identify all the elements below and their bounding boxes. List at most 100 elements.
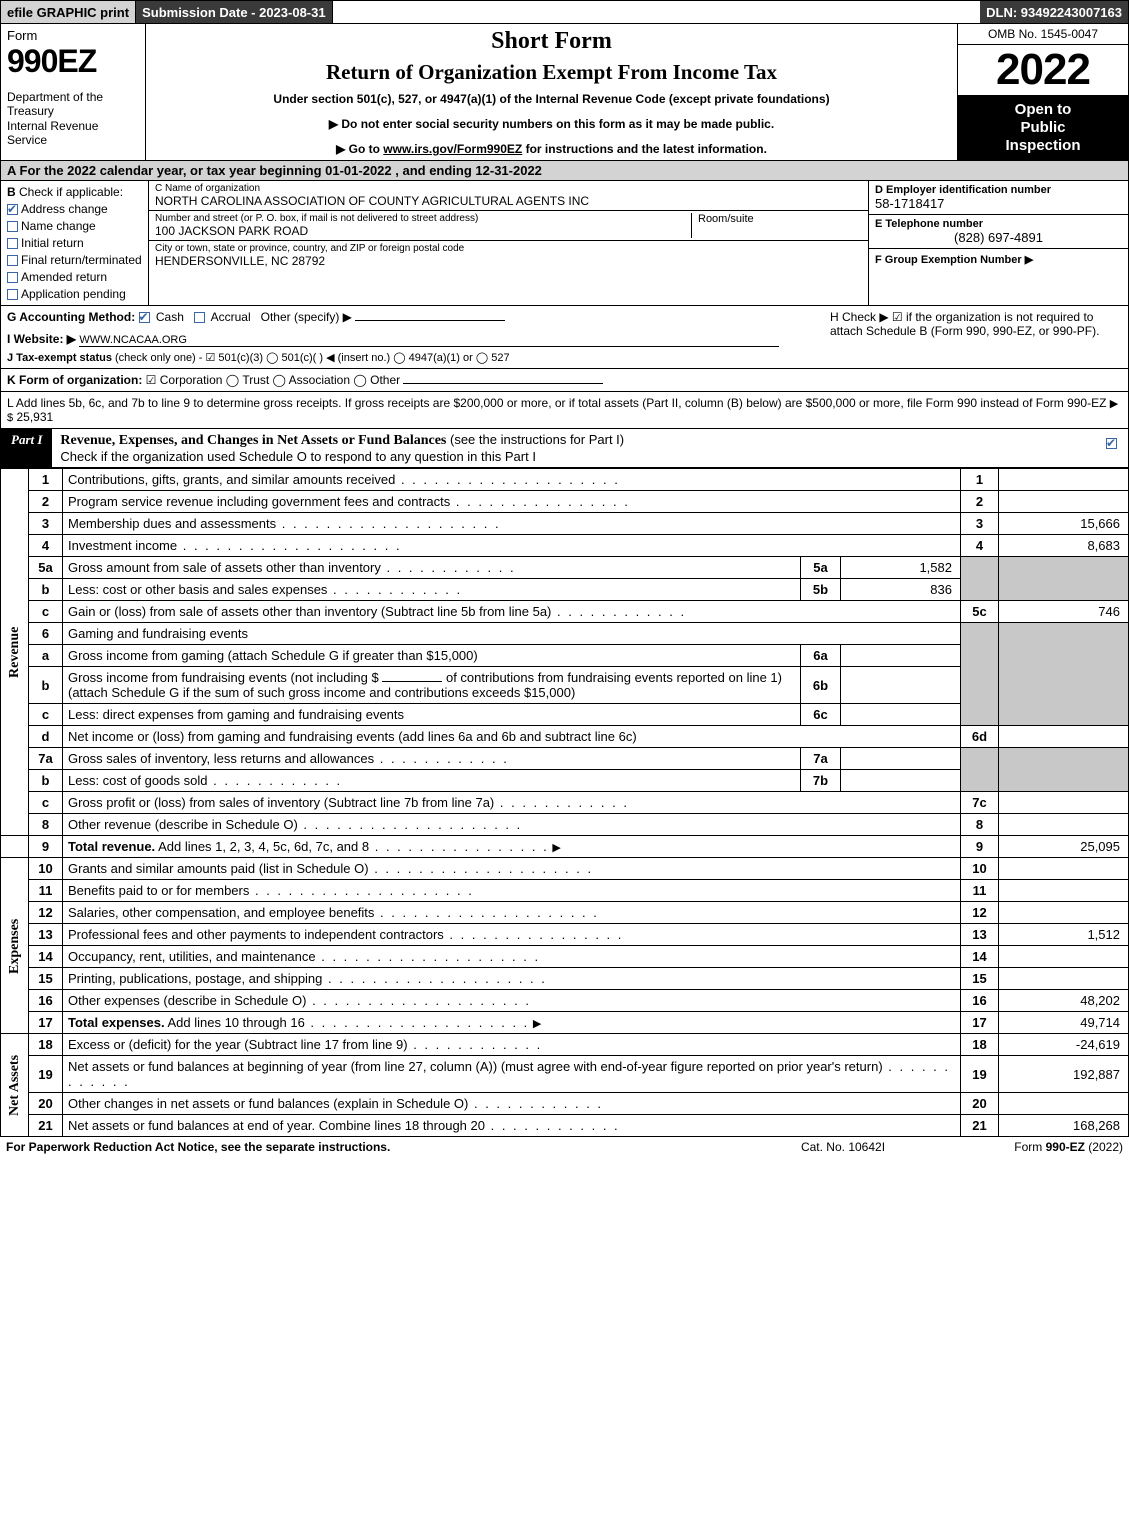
phone-row: E Telephone number (828) 697-4891: [869, 215, 1128, 249]
footer-center: Cat. No. 10642I: [743, 1140, 943, 1154]
row-a-prefix: A: [7, 163, 16, 178]
chk-label: Amended return: [21, 270, 107, 284]
checkbox-icon[interactable]: [1106, 438, 1117, 449]
line-7a: 7a Gross sales of inventory, less return…: [1, 748, 1129, 770]
line-num: 19: [29, 1056, 63, 1093]
blank-amount[interactable]: [382, 681, 442, 682]
org-city-row: City or town, state or province, country…: [149, 241, 868, 305]
line-desc: Gaming and fundraising events: [68, 626, 248, 641]
line-desc: Salaries, other compensation, and employ…: [68, 905, 374, 920]
col-num: 2: [961, 491, 999, 513]
checkbox-icon[interactable]: [139, 312, 150, 323]
line-14: 14 Occupancy, rent, utilities, and maint…: [1, 946, 1129, 968]
chk-label: Address change: [21, 202, 108, 216]
checkbox-icon[interactable]: [194, 312, 205, 323]
inspection-badge: Open to Public Inspection: [958, 96, 1128, 160]
col-val: 48,202: [999, 990, 1129, 1012]
line-num: c: [29, 601, 63, 623]
k-options[interactable]: ☑ Corporation ◯ Trust ◯ Association ◯ Ot…: [146, 373, 400, 387]
part-i-tag: Part I: [1, 429, 52, 467]
checkbox-icon[interactable]: [7, 238, 18, 249]
chk-amended-return[interactable]: Amended return: [7, 270, 142, 284]
col-val: [999, 814, 1129, 836]
footer-right-post: (2022): [1085, 1140, 1123, 1154]
line-num: b: [29, 667, 63, 704]
instr2-pre: ▶ Go to: [336, 142, 383, 156]
line-desc-bold: Total revenue.: [68, 839, 155, 854]
col-def: D Employer identification number 58-1718…: [868, 181, 1128, 305]
grey-cell: [961, 748, 999, 792]
col-val: [999, 902, 1129, 924]
instruction-1: ▶ Do not enter social security numbers o…: [156, 117, 947, 131]
checkbox-icon[interactable]: [7, 221, 18, 232]
line-8: 8 Other revenue (describe in Schedule O)…: [1, 814, 1129, 836]
addr-label: Number and street (or P. O. box, if mail…: [155, 213, 687, 224]
chk-name-change[interactable]: Name change: [7, 219, 142, 233]
revenue-sidelabel: Revenue: [1, 469, 29, 836]
col-val: [999, 1093, 1129, 1115]
form-number: 990EZ: [7, 43, 139, 80]
checkbox-icon[interactable]: [7, 289, 18, 300]
col-num: 1: [961, 469, 999, 491]
chk-initial-return[interactable]: Initial return: [7, 236, 142, 250]
checkbox-icon[interactable]: [7, 255, 18, 266]
chk-address-change[interactable]: Address change: [7, 202, 142, 216]
instruction-2: ▶ Go to www.irs.gov/Form990EZ for instru…: [156, 142, 947, 156]
col-val: [999, 880, 1129, 902]
form-title-2: Return of Organization Exempt From Incom…: [156, 60, 947, 85]
col-b-letter: B: [7, 185, 16, 199]
col-num: 12: [961, 902, 999, 924]
header-right-col: OMB No. 1545-0047 2022 Open to Public In…: [958, 24, 1128, 160]
form-subtitle: Under section 501(c), 527, or 4947(a)(1)…: [156, 92, 947, 106]
line-num: 11: [29, 880, 63, 902]
col-val: [999, 491, 1129, 513]
group-exemption-row: F Group Exemption Number ▶: [869, 249, 1128, 269]
chk-final-return[interactable]: Final return/terminated: [7, 253, 142, 267]
line-desc-bold: Total expenses.: [68, 1015, 165, 1030]
website-value[interactable]: WWW.NCACAA.ORG: [79, 334, 779, 347]
line-desc: Gross profit or (loss) from sales of inv…: [68, 795, 494, 810]
j-options[interactable]: ☑ 501(c)(3) ◯ 501(c)( ) ◀ (insert no.) ◯…: [206, 352, 510, 364]
phone-value: (828) 697-4891: [875, 230, 1122, 245]
footer-left: For Paperwork Reduction Act Notice, see …: [6, 1140, 743, 1154]
g-label: G Accounting Method:: [7, 310, 139, 324]
section-l: L Add lines 5b, 6c, and 7b to line 9 to …: [0, 392, 1129, 429]
g-other-blank[interactable]: [355, 320, 505, 321]
chk-application-pending[interactable]: Application pending: [7, 287, 142, 301]
line-11: 11 Benefits paid to or for members 11: [1, 880, 1129, 902]
box-label: 7b: [801, 770, 841, 792]
line-6c: c Less: direct expenses from gaming and …: [1, 704, 1129, 726]
line-num: b: [29, 579, 63, 601]
ein-label: D Employer identification number: [875, 184, 1122, 196]
grey-cell: [999, 623, 1129, 726]
line-num: 15: [29, 968, 63, 990]
checkbox-icon[interactable]: [7, 272, 18, 283]
col-num: 11: [961, 880, 999, 902]
top-bar: efile GRAPHIC print Submission Date - 20…: [0, 0, 1129, 24]
col-val: 746: [999, 601, 1129, 623]
line-desc: Professional fees and other payments to …: [68, 927, 444, 942]
line-num: 12: [29, 902, 63, 924]
col-val: [999, 469, 1129, 491]
g-other: Other (specify) ▶: [261, 310, 352, 324]
line-desc: Membership dues and assessments: [68, 516, 276, 531]
grey-cell: [999, 557, 1129, 601]
line-num: 1: [29, 469, 63, 491]
checkbox-icon[interactable]: [7, 204, 18, 215]
line-desc: Gross sales of inventory, less returns a…: [68, 751, 374, 766]
l-value: 25,931: [16, 410, 53, 424]
form-title-1: Short Form: [156, 28, 947, 55]
col-num: 18: [961, 1034, 999, 1056]
col-val: 15,666: [999, 513, 1129, 535]
line-desc: Less: cost of goods sold: [68, 773, 207, 788]
line-desc: Excess or (deficit) for the year (Subtra…: [68, 1037, 408, 1052]
section-k: K Form of organization: ☑ Corporation ◯ …: [0, 369, 1129, 392]
irs-link[interactable]: www.irs.gov/Form990EZ: [383, 142, 522, 156]
line-num: 6: [29, 623, 63, 645]
row-a-text: For the 2022 calendar year, or tax year …: [16, 163, 542, 178]
form-word: Form: [7, 28, 139, 43]
footer-right-pre: Form: [1014, 1140, 1045, 1154]
efile-label[interactable]: efile GRAPHIC print: [1, 1, 136, 23]
k-other-blank[interactable]: [403, 383, 603, 384]
col-val: [999, 968, 1129, 990]
